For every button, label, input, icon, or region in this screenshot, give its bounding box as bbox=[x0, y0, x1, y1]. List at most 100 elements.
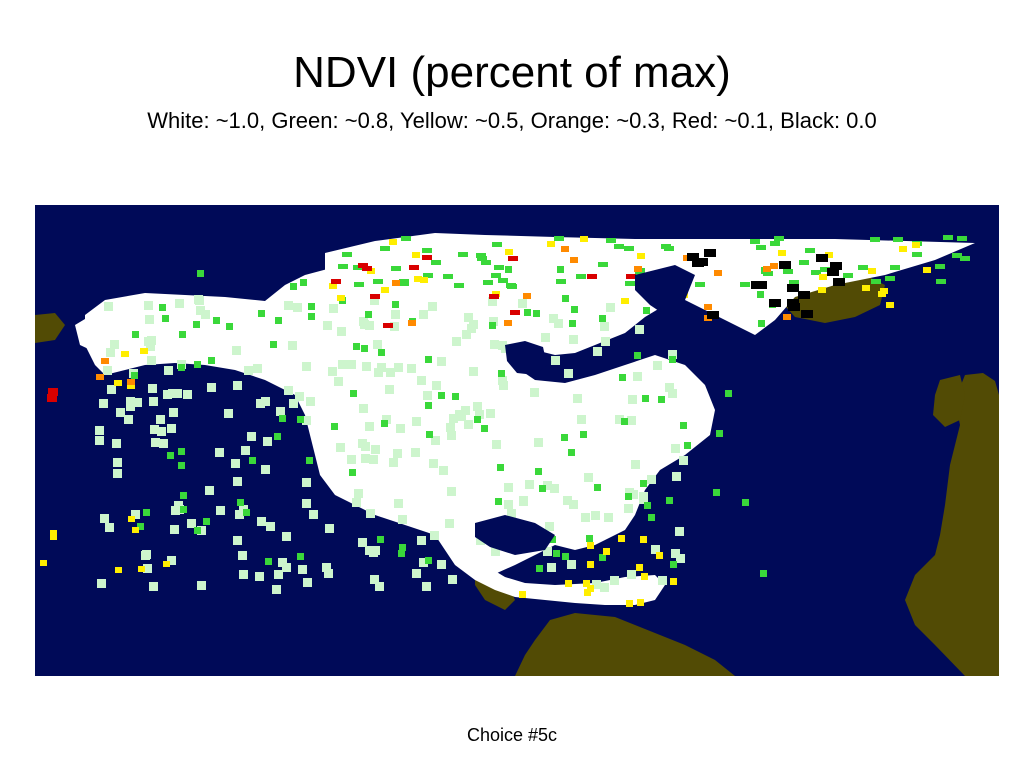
ndvi-patch bbox=[146, 342, 155, 351]
ndvi-patch bbox=[489, 317, 498, 326]
ndvi-patch bbox=[505, 249, 513, 255]
ndvi-patch bbox=[627, 416, 636, 425]
ndvi-patch bbox=[205, 486, 214, 495]
ndvi-patch bbox=[576, 274, 586, 279]
ndvi-patch bbox=[587, 274, 597, 279]
ndvi-patch bbox=[550, 484, 559, 493]
ndvi-patch bbox=[547, 563, 556, 572]
ndvi-patch bbox=[302, 416, 311, 425]
ndvi-patch bbox=[325, 524, 334, 533]
ndvi-patch bbox=[539, 485, 546, 492]
ndvi-patch bbox=[783, 314, 791, 320]
ndvi-patch bbox=[423, 273, 433, 278]
ndvi-patch bbox=[95, 436, 104, 445]
ndvi-patch bbox=[458, 252, 468, 257]
ndvi-patch bbox=[843, 273, 853, 278]
ndvi-patch bbox=[474, 416, 481, 423]
ndvi-patch bbox=[391, 310, 400, 319]
ndvi-patch bbox=[446, 423, 455, 432]
land-iberia bbox=[933, 375, 965, 427]
ndvi-patch bbox=[275, 317, 282, 324]
ndvi-patch bbox=[475, 410, 484, 419]
ndvi-patch bbox=[113, 458, 122, 467]
ndvi-patch bbox=[302, 499, 311, 508]
ndvi-patch bbox=[342, 252, 352, 257]
ndvi-patch bbox=[329, 304, 338, 313]
ndvi-patch bbox=[361, 454, 370, 463]
ndvi-patch bbox=[128, 516, 135, 522]
ndvi-patch bbox=[557, 266, 564, 273]
ndvi-patch bbox=[635, 325, 644, 334]
ndvi-patch bbox=[671, 549, 680, 558]
ndvi-patch bbox=[586, 535, 593, 542]
ndvi-patch bbox=[162, 315, 169, 322]
ndvi-patch bbox=[604, 513, 613, 522]
ndvi-patch bbox=[394, 363, 403, 372]
ndvi-patch bbox=[606, 238, 616, 243]
ndvi-patch bbox=[554, 319, 563, 328]
ndvi-patch bbox=[508, 256, 518, 261]
ndvi-patch bbox=[258, 310, 265, 317]
ndvi-patch bbox=[621, 298, 629, 304]
ndvi-patch bbox=[365, 422, 374, 431]
ndvi-patch bbox=[124, 415, 133, 424]
ndvi-patch bbox=[104, 302, 113, 311]
ndvi-patch bbox=[625, 493, 632, 500]
ndvi-patch bbox=[510, 310, 520, 315]
ndvi-patch bbox=[422, 255, 432, 260]
ndvi-patch bbox=[707, 311, 719, 319]
ndvi-patch bbox=[464, 313, 473, 322]
ndvi-patch bbox=[763, 271, 773, 276]
ndvi-patch bbox=[890, 265, 900, 270]
ndvi-patch bbox=[535, 468, 542, 475]
ndvi-patch bbox=[422, 248, 432, 253]
ndvi-patch bbox=[467, 324, 476, 333]
ndvi-patch bbox=[716, 430, 723, 437]
ndvi-patch bbox=[353, 343, 360, 350]
ndvi-patch bbox=[476, 253, 486, 258]
ndvi-patch bbox=[880, 288, 888, 294]
ndvi-patch bbox=[587, 585, 594, 592]
ndvi-patch bbox=[255, 572, 264, 581]
ndvi-patch bbox=[201, 310, 210, 319]
ndvi-patch bbox=[149, 397, 158, 406]
ndvi-patch bbox=[265, 558, 272, 565]
ndvi-patch bbox=[300, 279, 307, 286]
ndvi-patch bbox=[757, 291, 764, 298]
ndvi-patch bbox=[637, 253, 645, 259]
ndvi-patch bbox=[787, 284, 799, 292]
ndvi-patch bbox=[377, 363, 386, 372]
ndvi-patch bbox=[811, 270, 821, 275]
ndvi-patch bbox=[583, 580, 590, 587]
ndvi-patch bbox=[639, 495, 648, 504]
ndvi-patch bbox=[489, 322, 496, 329]
baffin-bay bbox=[635, 265, 695, 315]
ndvi-patch bbox=[235, 510, 244, 519]
ndvi-patch bbox=[180, 506, 187, 513]
ndvi-patch bbox=[571, 306, 578, 313]
ndvi-patch bbox=[180, 492, 187, 499]
ndvi-patch bbox=[563, 496, 572, 505]
ndvi-patch bbox=[769, 299, 781, 307]
ndvi-patch bbox=[392, 280, 400, 286]
ndvi-patch bbox=[173, 389, 182, 398]
ndvi-patch bbox=[114, 380, 122, 386]
ndvi-patch bbox=[194, 527, 201, 534]
ndvi-patch bbox=[601, 337, 610, 346]
ndvi-patch bbox=[282, 563, 291, 572]
ndvi-patch bbox=[960, 256, 970, 261]
ndvi-patch bbox=[412, 252, 420, 258]
ndvi-patch bbox=[425, 356, 432, 363]
ndvi-patch bbox=[820, 267, 830, 272]
ndvi-patch bbox=[533, 310, 540, 317]
ndvi-patch bbox=[556, 279, 566, 284]
ndvi-patch bbox=[390, 322, 399, 331]
ndvi-patch bbox=[381, 420, 388, 427]
ndvi-patch bbox=[626, 274, 636, 279]
ndvi-patch bbox=[370, 294, 380, 299]
ndvi-patch bbox=[115, 567, 122, 573]
ndvi-patch bbox=[231, 459, 240, 468]
ndvi-patch bbox=[713, 489, 720, 496]
ndvi-patch bbox=[489, 294, 499, 299]
ndvi-patch bbox=[426, 431, 433, 438]
